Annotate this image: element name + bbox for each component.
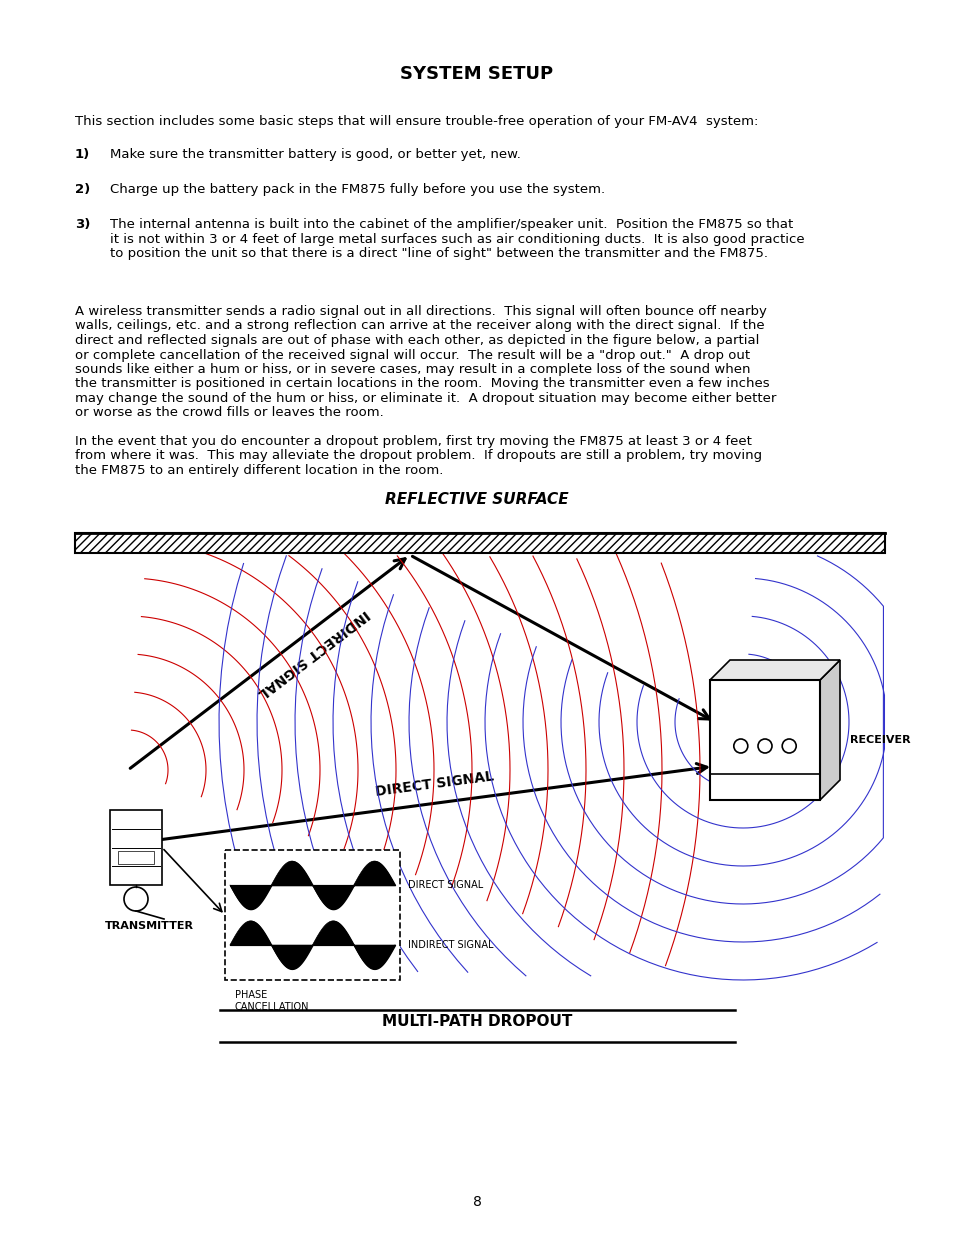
Circle shape [781, 739, 796, 753]
Text: INDIRECT SIGNAL: INDIRECT SIGNAL [408, 940, 493, 950]
Text: may change the sound of the hum or hiss, or eliminate it.  A dropout situation m: may change the sound of the hum or hiss,… [75, 391, 776, 405]
Polygon shape [709, 659, 840, 680]
Text: RECEIVER: RECEIVER [849, 735, 910, 745]
Text: The internal antenna is built into the cabinet of the amplifier/speaker unit.  P: The internal antenna is built into the c… [110, 219, 792, 231]
Text: DIRECT SIGNAL: DIRECT SIGNAL [375, 769, 495, 799]
Text: This section includes some basic steps that will ensure trouble-free operation o: This section includes some basic steps t… [75, 115, 758, 128]
Text: Charge up the battery pack in the FM875 fully before you use the system.: Charge up the battery pack in the FM875 … [110, 183, 604, 196]
Text: or complete cancellation of the received signal will occur.  The result will be : or complete cancellation of the received… [75, 348, 749, 362]
Text: INDIRECT SIGNAL: INDIRECT SIGNAL [254, 606, 372, 700]
Circle shape [124, 887, 148, 911]
Text: to position the unit so that there is a direct "line of sight" between the trans: to position the unit so that there is a … [110, 247, 767, 261]
Text: 8: 8 [472, 1195, 481, 1209]
Text: MULTI-PATH DROPOUT: MULTI-PATH DROPOUT [381, 1014, 572, 1029]
Text: the transmitter is positioned in certain locations in the room.  Moving the tran: the transmitter is positioned in certain… [75, 378, 769, 390]
Text: 3): 3) [75, 219, 91, 231]
Polygon shape [820, 659, 840, 800]
Circle shape [758, 739, 771, 753]
Text: Make sure the transmitter battery is good, or better yet, new.: Make sure the transmitter battery is goo… [110, 148, 520, 161]
Text: 2): 2) [75, 183, 91, 196]
Bar [110, 810, 162, 885]
Text: walls, ceilings, etc. and a strong reflection can arrive at the receiver along w: walls, ceilings, etc. and a strong refle… [75, 320, 763, 332]
Text: TRANSMITTER: TRANSMITTER [105, 921, 193, 931]
Text: it is not within 3 or 4 feet of large metal surfaces such as air conditioning du: it is not within 3 or 4 feet of large me… [110, 232, 803, 246]
Bar [225, 850, 399, 981]
Text: In the event that you do encounter a dropout problem, first try moving the FM875: In the event that you do encounter a dro… [75, 435, 751, 448]
Bar [709, 680, 820, 800]
Text: direct and reflected signals are out of phase with each other, as depicted in th: direct and reflected signals are out of … [75, 333, 759, 347]
Text: or worse as the crowd fills or leaves the room.: or worse as the crowd fills or leaves th… [75, 406, 383, 420]
Text: PHASE
CANCELLATION: PHASE CANCELLATION [234, 990, 309, 1011]
Text: the FM875 to an entirely different location in the room.: the FM875 to an entirely different locat… [75, 464, 443, 477]
Text: 1): 1) [75, 148, 91, 161]
Bar [75, 534, 884, 553]
Text: SYSTEM SETUP: SYSTEM SETUP [400, 65, 553, 83]
Bar [118, 851, 153, 864]
Text: REFLECTIVE SURFACE: REFLECTIVE SURFACE [385, 492, 568, 508]
Circle shape [733, 739, 747, 753]
Text: A wireless transmitter sends a radio signal out in all directions.  This signal : A wireless transmitter sends a radio sig… [75, 305, 766, 317]
Text: sounds like either a hum or hiss, or in severe cases, may result in a complete l: sounds like either a hum or hiss, or in … [75, 363, 750, 375]
Text: from where it was.  This may alleviate the dropout problem.  If dropouts are sti: from where it was. This may alleviate th… [75, 450, 761, 462]
Text: DIRECT SIGNAL: DIRECT SIGNAL [408, 881, 483, 890]
